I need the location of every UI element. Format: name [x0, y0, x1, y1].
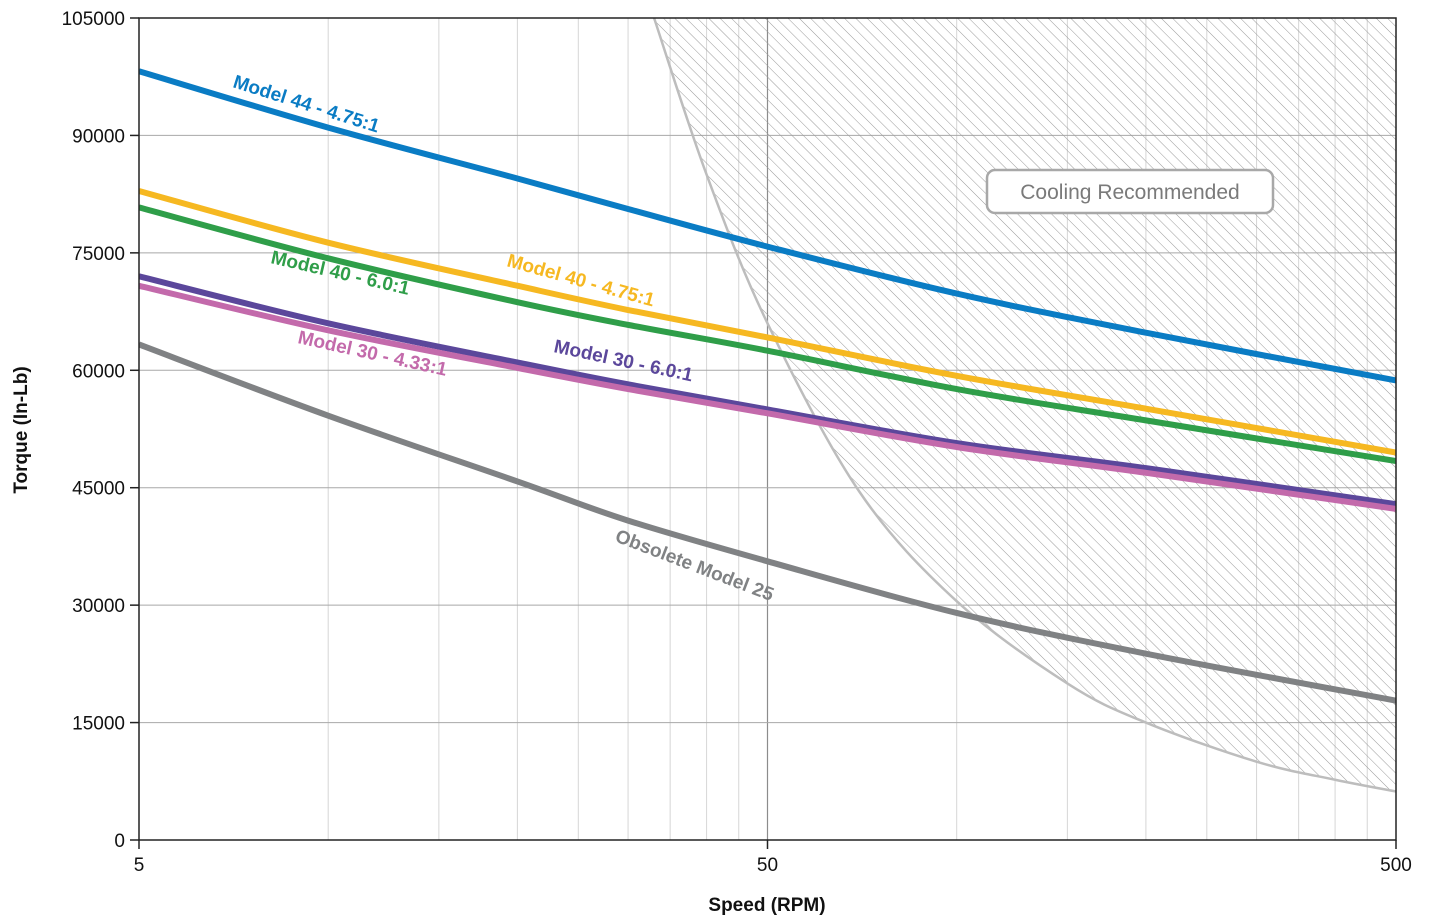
cooling-boundary-line: [652, 18, 1396, 793]
cooling-annotation: Cooling Recommended: [985, 168, 1275, 215]
series-line-0: [139, 68, 1396, 384]
cooling-annotation-text: Cooling Recommended: [1020, 181, 1239, 204]
x-tick-label: 50: [757, 855, 778, 876]
y-tick-label: 15000: [72, 714, 125, 735]
cooling-hatch-area: [654, 18, 1396, 792]
y-tick-label: 60000: [72, 361, 125, 382]
y-axis-title: Torque (In-Lb): [11, 366, 32, 493]
series-line-3: [139, 273, 1396, 508]
y-tick-label: 105000: [62, 9, 125, 30]
series-lines: [139, 68, 1396, 704]
y-tick-label: 30000: [72, 596, 125, 617]
axis-ticks: 0 15000 30000 45000 60000 75000 90000 105000 5 50…: [62, 9, 1412, 876]
cooling-region: [652, 18, 1396, 793]
x-tick-label: 5: [134, 855, 145, 876]
y-tick-label: 45000: [72, 479, 125, 500]
x-axis-title: Speed (RPM): [708, 895, 825, 916]
y-tick-label: 0: [114, 831, 125, 852]
y-tick-label: 75000: [72, 244, 125, 265]
series-line-2: [139, 204, 1396, 465]
cooling-annotation-box: [985, 168, 1275, 215]
series-line-5: [139, 341, 1396, 704]
series-line-4: [139, 282, 1396, 512]
x-tick-label: 500: [1380, 855, 1412, 876]
y-tick-label: 90000: [72, 126, 125, 147]
series-line-1: [139, 188, 1396, 456]
